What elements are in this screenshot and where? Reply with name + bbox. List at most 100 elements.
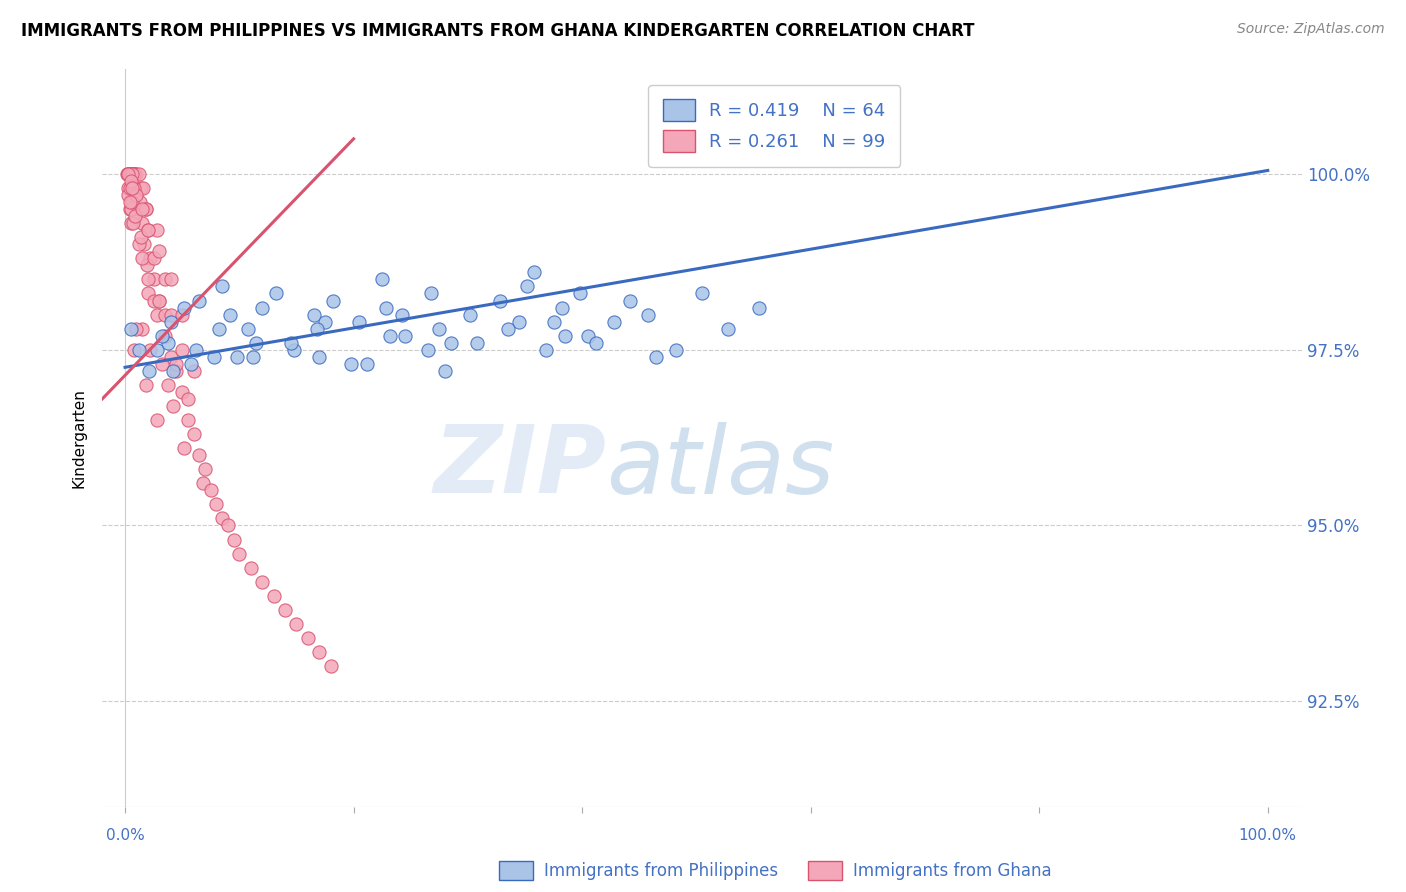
Point xyxy=(125,321,148,335)
Point xyxy=(118,181,141,195)
Point xyxy=(748,301,770,315)
Point xyxy=(465,335,488,350)
Point xyxy=(550,301,572,315)
Point xyxy=(125,188,148,202)
Point xyxy=(717,321,740,335)
Point xyxy=(222,533,245,547)
Text: atlas: atlas xyxy=(606,422,834,513)
Point xyxy=(568,286,591,301)
Text: Source: ZipAtlas.com: Source: ZipAtlas.com xyxy=(1237,22,1385,37)
Point xyxy=(391,308,413,322)
Point xyxy=(245,335,267,350)
Point xyxy=(138,364,160,378)
Point xyxy=(150,328,173,343)
Point xyxy=(205,497,228,511)
Point xyxy=(172,343,194,357)
Point xyxy=(131,321,153,335)
Point xyxy=(180,357,202,371)
Point xyxy=(159,308,181,322)
Point xyxy=(153,308,176,322)
Point xyxy=(202,350,225,364)
Point xyxy=(434,364,457,378)
Point xyxy=(440,335,463,350)
Point xyxy=(308,645,330,659)
Point xyxy=(211,279,233,293)
Point xyxy=(120,202,142,216)
Point xyxy=(619,293,641,308)
Point xyxy=(319,659,342,673)
Point xyxy=(142,272,165,286)
Point xyxy=(374,301,396,315)
Point xyxy=(427,321,450,335)
Legend: R = 0.419    N = 64, R = 0.261    N = 99: R = 0.419 N = 64, R = 0.261 N = 99 xyxy=(648,85,900,167)
Point xyxy=(264,286,287,301)
Point xyxy=(124,209,146,223)
Point xyxy=(122,216,145,230)
Point xyxy=(420,286,443,301)
Point xyxy=(117,167,139,181)
Point xyxy=(523,265,546,279)
Point xyxy=(543,315,565,329)
Point xyxy=(136,272,159,286)
Y-axis label: Kindergarten: Kindergarten xyxy=(72,388,86,488)
Point xyxy=(166,357,188,371)
Point xyxy=(148,293,170,308)
Point xyxy=(129,230,152,244)
Point xyxy=(183,427,205,442)
Point xyxy=(305,321,328,335)
Point xyxy=(118,167,141,181)
Point xyxy=(131,252,153,266)
Point xyxy=(322,293,344,308)
Point xyxy=(120,321,142,335)
Text: 100.0%: 100.0% xyxy=(1239,828,1296,843)
Point xyxy=(250,574,273,589)
Point xyxy=(129,195,152,210)
Point xyxy=(576,328,599,343)
Point xyxy=(148,244,170,259)
Point xyxy=(263,589,285,603)
Point xyxy=(157,377,180,392)
Point xyxy=(117,167,139,181)
Point xyxy=(146,223,169,237)
Point xyxy=(117,181,139,195)
Point xyxy=(349,315,371,329)
Point xyxy=(184,343,207,357)
Point xyxy=(122,343,145,357)
Point xyxy=(516,279,538,293)
Point xyxy=(146,308,169,322)
Point xyxy=(120,174,142,188)
Text: Immigrants from Ghana: Immigrants from Ghana xyxy=(853,862,1052,880)
Point xyxy=(121,167,143,181)
Point xyxy=(125,167,148,181)
Point xyxy=(131,202,153,216)
Point xyxy=(228,547,250,561)
Text: ZIP: ZIP xyxy=(433,421,606,513)
Point xyxy=(159,315,181,329)
Point xyxy=(120,167,142,181)
Point xyxy=(129,181,152,195)
Point xyxy=(637,308,659,322)
Text: 0.0%: 0.0% xyxy=(105,828,145,843)
Point xyxy=(219,308,242,322)
Point xyxy=(242,350,264,364)
Point xyxy=(150,357,173,371)
Point xyxy=(603,315,626,329)
Point xyxy=(132,181,155,195)
Point xyxy=(416,343,439,357)
Point xyxy=(136,223,159,237)
Point xyxy=(191,476,214,491)
Point xyxy=(188,448,211,462)
Point xyxy=(380,328,402,343)
Point xyxy=(139,343,162,357)
Point xyxy=(136,223,159,237)
Point xyxy=(159,272,181,286)
Point xyxy=(250,301,273,315)
Point xyxy=(136,286,159,301)
Point xyxy=(194,462,217,476)
Text: Immigrants from Philippines: Immigrants from Philippines xyxy=(544,862,779,880)
Point xyxy=(142,252,165,266)
Point xyxy=(122,181,145,195)
Point xyxy=(121,167,143,181)
Point xyxy=(128,343,150,357)
Point xyxy=(166,364,188,378)
